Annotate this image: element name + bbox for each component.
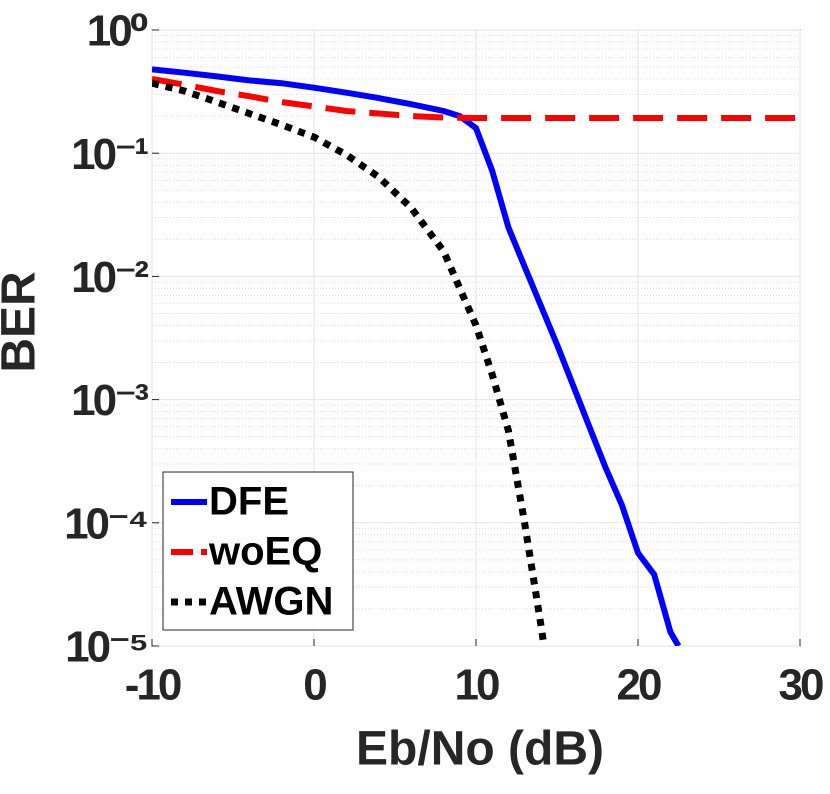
y-tick-label: 10⁻⁵ [65, 623, 146, 672]
y-tick-label: 10⁻¹ [71, 130, 148, 179]
x-tick-label: 20 [617, 661, 661, 710]
series-line [152, 76, 800, 121]
legend-label: AWGN [209, 580, 333, 624]
y-tick-label: 10⁻² [71, 253, 148, 302]
x-tick-label: 10 [455, 661, 499, 710]
y-tick-label: 10⁻⁴ [64, 499, 147, 548]
y-tick-label: 10⁰ [87, 7, 148, 56]
legend-label: woEQ [208, 530, 322, 574]
x-tick-label: -10 [125, 661, 181, 710]
legend-box [162, 471, 354, 631]
legend-label: DFE [209, 480, 289, 524]
y-tick-label: 10⁻³ [71, 376, 148, 425]
series-line [152, 79, 548, 646]
series-line [152, 66, 682, 646]
x-axis-label: Eb/No (dB) [356, 723, 604, 776]
x-tick-label: 0 [303, 661, 326, 710]
x-tick-label: 30 [779, 661, 823, 710]
y-axis-label: BER [0, 271, 46, 372]
